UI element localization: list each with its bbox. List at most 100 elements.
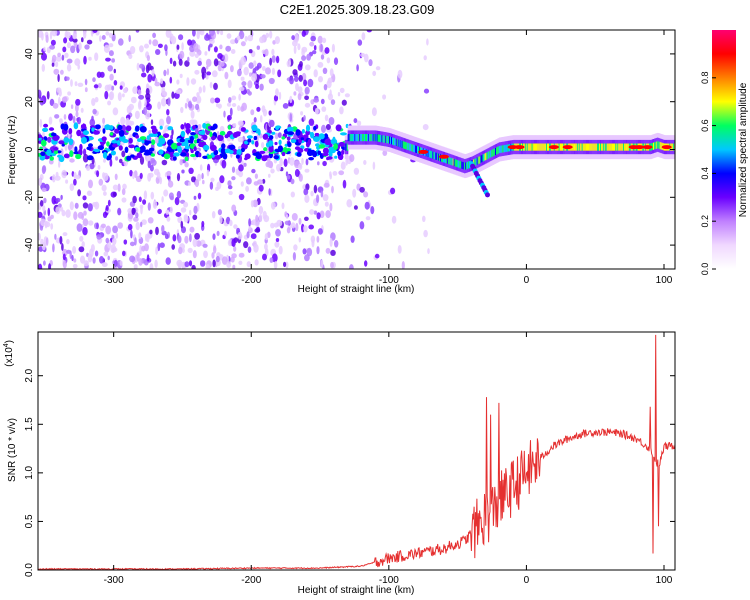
spectrogram-noise-cell	[328, 117, 335, 125]
spectrogram-noise-cell	[75, 111, 79, 118]
spectrogram-noise-cell	[196, 92, 200, 97]
spectrogram-noise-cell	[123, 239, 128, 245]
spectrogram-noise-cell	[274, 36, 280, 45]
spectrogram-noise-cell	[60, 69, 64, 75]
spectrogram-band-cell	[210, 126, 216, 131]
spectrogram-noise-cell	[61, 96, 68, 103]
spectrogram-noise-cell	[65, 31, 71, 39]
spectrogram-noise-cell	[219, 175, 225, 184]
spectrogram-noise-cell	[293, 91, 297, 96]
spectrogram-x-tick-label: -300	[104, 275, 124, 286]
ridge-peak	[438, 154, 449, 159]
ridge-core	[586, 143, 589, 151]
spectrogram-noise-cell	[273, 261, 278, 269]
ridge-core	[541, 143, 543, 151]
spectrogram-noise-cell	[292, 69, 298, 76]
spectrogram-band-cell	[180, 142, 187, 147]
ridge-core	[526, 143, 529, 151]
spectrogram-noise-cell	[55, 61, 59, 68]
spectrogram-noise-cell	[169, 195, 174, 201]
spectrogram-band-cell	[135, 125, 140, 132]
spectrogram-noise-cell	[87, 253, 93, 263]
spectrogram-noise-cell	[324, 114, 329, 122]
spectrogram-noise-cell	[88, 220, 94, 226]
spectrogram-noise-cell	[141, 72, 147, 78]
spectrogram-noise-cell	[184, 235, 189, 244]
spectrogram-noise-cell	[283, 158, 288, 167]
spectrogram-noise-cell	[109, 158, 113, 167]
snr-series-line	[37, 334, 676, 571]
spectrogram-noise-cell	[240, 41, 246, 47]
spectrogram-noise-cell	[114, 173, 118, 180]
ridge-core	[575, 143, 577, 151]
spectrogram-noise-cell	[52, 243, 55, 253]
spectrogram-noise-cell	[397, 245, 402, 254]
spectrogram-noise-cell	[297, 43, 301, 51]
spectrogram-noise-cell	[51, 62, 55, 67]
spectrogram-noise-cell	[96, 71, 102, 78]
spectrogram-noise-cell	[228, 97, 232, 103]
ridge-core	[488, 151, 490, 159]
spectrogram-noise-cell	[270, 201, 276, 210]
ridge-core	[355, 134, 357, 142]
ridge-core	[529, 143, 532, 151]
spectrogram-noise-cell	[189, 226, 195, 233]
spectrogram-band-cell	[184, 156, 189, 162]
spectrogram-noise-cell	[368, 59, 373, 67]
ridge-core	[478, 156, 481, 164]
spectrogram-noise-cell	[273, 95, 279, 102]
spectrogram-noise-cell	[306, 53, 311, 61]
spectrogram-band-cell	[114, 128, 120, 134]
spectrogram-noise-cell	[121, 197, 127, 203]
spectrogram-band-cell	[312, 150, 318, 158]
spectrogram-band-cell	[192, 125, 196, 130]
snr-y-axis-label: SNR (10 * v/v)	[7, 418, 18, 482]
spectrogram-noise-cell	[261, 105, 266, 113]
spectrogram-band-cell	[318, 144, 326, 149]
spectrogram-noise-cell	[322, 67, 328, 75]
spectrogram-noise-cell	[194, 69, 200, 75]
snr-x-tick-label: -200	[241, 575, 261, 586]
spectrogram-noise-cell	[189, 103, 193, 109]
spectrogram-noise-cell	[180, 207, 187, 213]
spectrogram-noise-cell	[320, 190, 324, 198]
spectrogram-band-cell	[42, 127, 49, 132]
spectrogram-noise-cell	[122, 93, 125, 98]
spectrogram-noise-cell	[214, 97, 221, 104]
spectrogram-noise-cell	[215, 186, 219, 191]
spectrogram-band-cell	[268, 145, 274, 153]
spectrogram-band-cell	[315, 143, 320, 147]
spectrogram-noise-cell	[285, 261, 289, 269]
spectrogram-y-axis-label: Frequency (Hz)	[7, 116, 18, 185]
spectrogram-noise-cell	[193, 43, 199, 51]
spectrogram-noise-cell	[264, 243, 268, 250]
spectrogram-band-cell	[91, 127, 95, 132]
spectrogram-y-tick-label: -40	[24, 237, 35, 252]
spectrogram-noise-cell	[70, 79, 73, 87]
spectrogram-band-cell	[86, 155, 94, 161]
ridge-core	[432, 151, 434, 159]
spectrogram-band-cell	[337, 150, 342, 156]
spectrogram-noise-cell	[216, 30, 220, 35]
spectrogram-noise-cell	[130, 229, 133, 239]
ridge-core	[606, 143, 609, 151]
snr-y-tick-label: 0.5	[24, 514, 35, 528]
spectrogram-noise-cell	[240, 181, 244, 187]
spectrogram-noise-cell	[103, 158, 106, 163]
spectrogram-noise-cell	[155, 49, 161, 55]
spectrogram-band-cell	[104, 124, 111, 131]
spectrogram-noise-cell	[192, 96, 198, 102]
spectrogram-noise-cell	[275, 229, 281, 237]
ridge-core	[574, 143, 576, 151]
spectrogram-noise-cell	[183, 214, 189, 221]
spectrogram-noise-cell	[249, 72, 252, 77]
ridge-core	[353, 134, 356, 142]
spectrogram-noise-cell	[105, 31, 110, 36]
spectrogram-band-cell	[58, 140, 65, 145]
ridge-core	[596, 143, 598, 151]
spectrogram-noise-cell	[204, 51, 208, 56]
spectrogram-noise-cell	[313, 69, 318, 78]
spectrogram-noise-cell	[74, 81, 78, 87]
ridge-core	[360, 134, 362, 142]
spectrogram-noise-cell	[171, 244, 175, 250]
